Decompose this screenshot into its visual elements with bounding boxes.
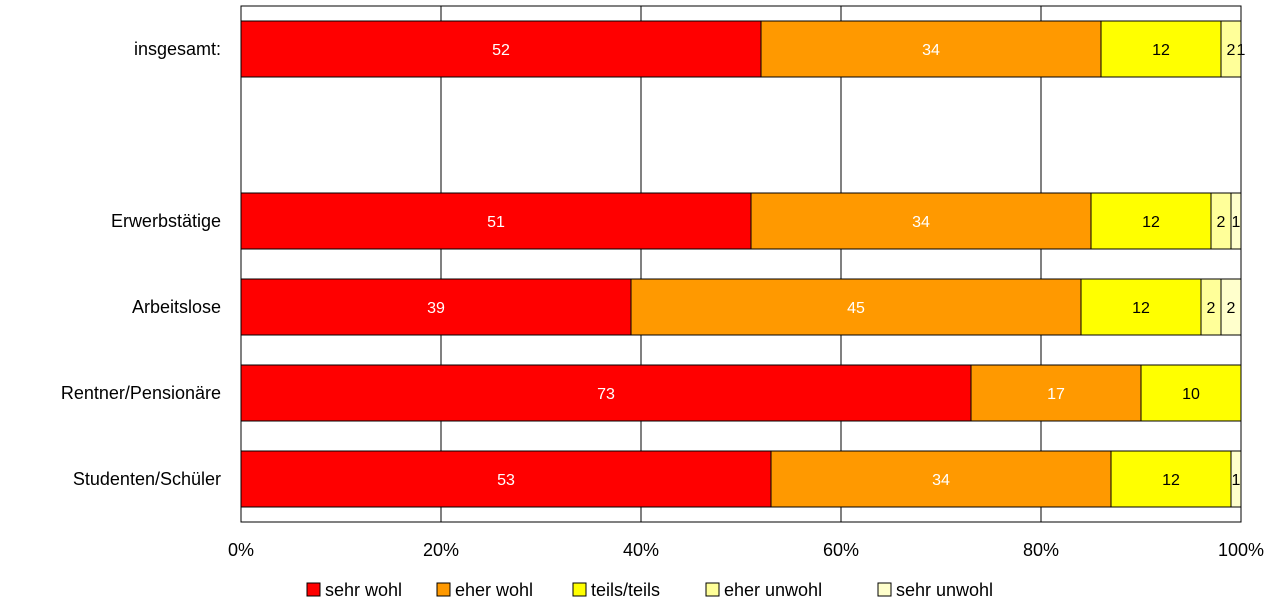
category-labels: insgesamt: Erwerbstätige Arbeitslose Rentne…	[61, 39, 221, 489]
x-axis-tick-labels: 0% 20% 40% 60% 80% 100%	[228, 540, 1264, 560]
legend-swatch	[877, 582, 892, 597]
x-tick-label: 0%	[228, 540, 254, 560]
x-tick-label: 20%	[423, 540, 459, 560]
bar-value-label: 34	[922, 42, 940, 59]
bar-segment	[630, 278, 1082, 336]
legend-swatch	[705, 582, 720, 597]
bar-segment	[1140, 364, 1242, 422]
bar-value-label: 34	[932, 472, 950, 489]
x-tick-label: 60%	[823, 540, 859, 560]
legend-swatch	[306, 582, 321, 597]
bar-value-label: 51	[487, 214, 505, 231]
bar-segment	[1090, 192, 1212, 250]
bar-segment	[760, 20, 1102, 78]
bar-segment	[1100, 20, 1222, 78]
bar-value-label: 2	[1207, 300, 1216, 317]
category-label: Erwerbstätige	[111, 211, 221, 231]
bar-segment	[970, 364, 1142, 422]
bar-value-label: 12	[1132, 300, 1150, 317]
bar-segment	[750, 192, 1092, 250]
bar-segment	[240, 278, 632, 336]
category-label: Arbeitslose	[132, 297, 221, 317]
legend-swatch	[572, 582, 587, 597]
bar-value-label: 52	[492, 42, 510, 59]
bar-value-label: 53	[497, 472, 515, 489]
x-tick-label: 100%	[1218, 540, 1264, 560]
bar-value-label: 2	[1227, 300, 1236, 317]
legend-label: sehr unwohl	[896, 580, 993, 600]
bar-value-label: 73	[597, 386, 615, 403]
bar-value-label: 45	[847, 300, 865, 317]
category-label: Studenten/Schüler	[73, 469, 221, 489]
category-label: insgesamt:	[134, 39, 221, 59]
bar-value-label: 10	[1182, 386, 1200, 403]
bar-segment	[240, 20, 762, 78]
x-tick-label: 80%	[1023, 540, 1059, 560]
legend-label: sehr wohl	[325, 580, 402, 600]
bar-segment	[240, 192, 752, 250]
legend: sehr wohl eher wohl teils/teils eher unwohl…	[306, 580, 993, 600]
legend-swatch	[436, 582, 451, 597]
bar-value-label: 1	[1232, 472, 1241, 489]
bar-segment	[1080, 278, 1202, 336]
bar-value-label: 12	[1142, 214, 1160, 231]
bar-value-label: 2	[1217, 214, 1226, 231]
bar-value-label: 12	[1162, 472, 1180, 489]
gridlines	[440, 6, 1042, 522]
bar-value-label: 39	[427, 300, 445, 317]
bar-value-label: 1	[1232, 214, 1241, 231]
category-label: Rentner/Pensionäre	[61, 383, 221, 403]
plot-frame	[240, 5, 1242, 523]
bar-value-label: 34	[912, 214, 930, 231]
legend-label: eher wohl	[455, 580, 533, 600]
plot-area-border	[240, 5, 1242, 523]
x-tick-label: 40%	[623, 540, 659, 560]
legend-label: teils/teils	[591, 580, 660, 600]
legend-label: eher unwohl	[724, 580, 822, 600]
bar-value-label: 2	[1227, 42, 1236, 59]
bar-value-label: 12	[1152, 42, 1170, 59]
bar-value-label: 17	[1047, 386, 1065, 403]
bar-segment	[770, 450, 1112, 508]
bar-segment	[240, 450, 772, 508]
bar-segment	[1110, 450, 1232, 508]
